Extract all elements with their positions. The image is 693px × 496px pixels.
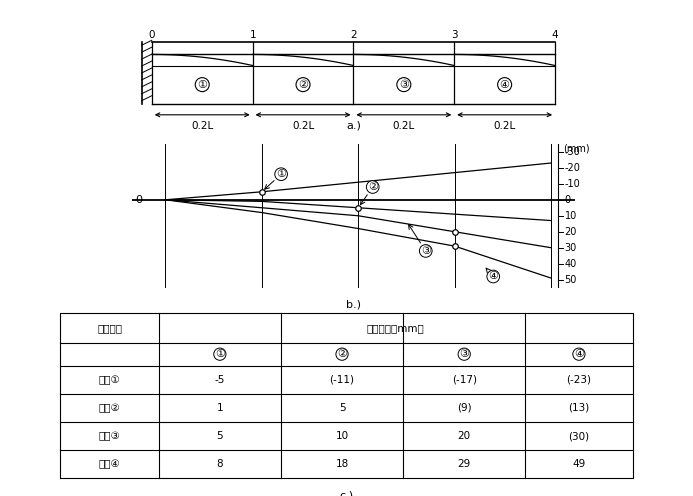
Text: 节段④: 节段④ [98,459,121,469]
Text: ①: ① [265,169,286,189]
Text: (-23): (-23) [566,374,591,385]
Text: a.): a.) [346,121,361,131]
Text: c.): c.) [340,491,353,496]
Text: -10: -10 [565,179,580,189]
Text: 2: 2 [350,30,357,40]
Text: ④: ④ [500,80,509,90]
Text: 10: 10 [335,431,349,441]
Text: 0.2L: 0.2L [493,121,516,131]
Text: 8: 8 [216,459,223,469]
Text: 1: 1 [249,30,256,40]
Text: ③: ③ [399,80,409,90]
Text: (13): (13) [568,403,590,413]
Text: (mm): (mm) [563,144,589,154]
Text: 梁段流注: 梁段流注 [97,323,122,333]
Text: 3: 3 [451,30,457,40]
Text: ③: ③ [409,225,431,256]
Text: -30: -30 [565,147,580,157]
Text: b.): b.) [346,299,361,309]
Text: ①: ① [198,80,207,90]
Text: ②: ② [337,349,347,359]
Text: 垂直挥度（mm）: 垂直挥度（mm） [367,323,425,333]
Text: 50: 50 [565,275,577,285]
Text: 节段②: 节段② [98,403,121,413]
Text: ②: ② [298,80,308,90]
Text: 0.2L: 0.2L [393,121,415,131]
Text: 0.2L: 0.2L [191,121,213,131]
Text: -5: -5 [215,374,225,385]
Text: (-17): (-17) [452,374,477,385]
Text: 5: 5 [216,431,223,441]
Text: (-11): (-11) [330,374,355,385]
Text: 18: 18 [335,459,349,469]
Text: 0.2L: 0.2L [292,121,314,131]
Text: (30): (30) [568,431,590,441]
Text: 0: 0 [565,195,571,205]
Text: 1: 1 [216,403,223,413]
Text: ④: ④ [574,349,584,359]
Text: 20: 20 [565,227,577,237]
Text: ②: ② [360,182,378,204]
Text: ④: ④ [486,268,498,282]
Text: 0: 0 [135,195,142,205]
Text: 29: 29 [457,459,471,469]
Text: 节段③: 节段③ [98,431,121,441]
Text: (9): (9) [457,403,471,413]
Text: 40: 40 [565,259,577,269]
Text: 20: 20 [457,431,471,441]
Text: ③: ③ [459,349,469,359]
Text: 10: 10 [565,211,577,221]
Text: 4: 4 [552,30,559,40]
Text: ①: ① [215,349,225,359]
Text: 5: 5 [339,403,345,413]
Text: 节段①: 节段① [98,374,121,385]
Text: -20: -20 [565,163,581,173]
Text: 49: 49 [572,459,586,469]
Text: 0: 0 [148,30,155,40]
Text: 30: 30 [565,243,577,253]
